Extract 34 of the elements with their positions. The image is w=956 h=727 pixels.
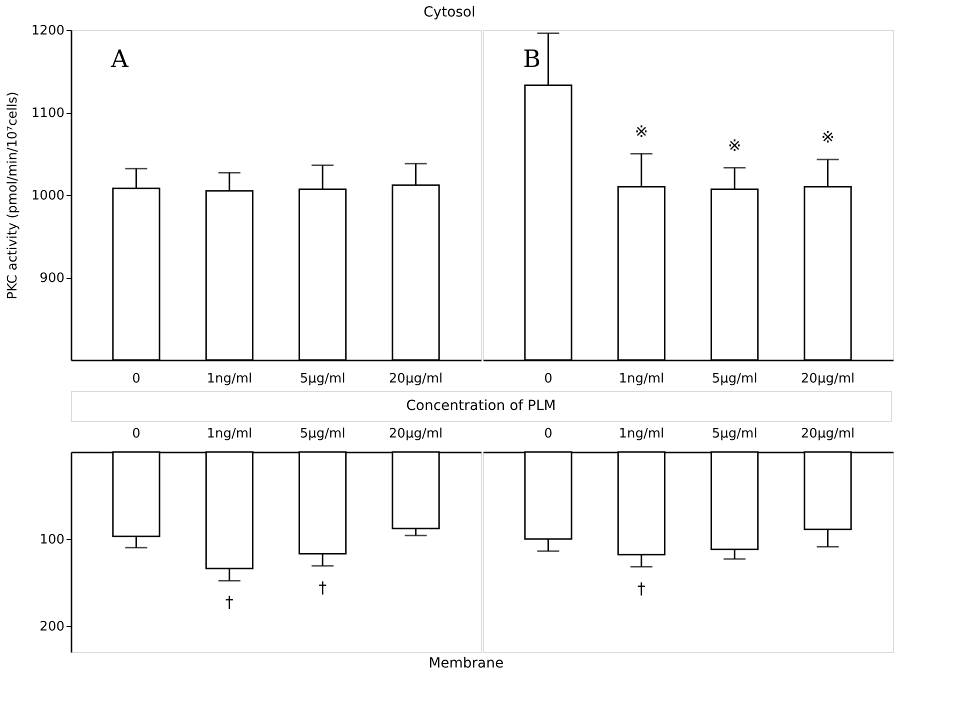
y-tick-label: 1000 bbox=[31, 188, 64, 204]
x-tick-label: 1ng/ml bbox=[618, 426, 664, 442]
chart-title: Cytosol bbox=[424, 4, 476, 20]
x-tick-label: 5μg/ml bbox=[712, 426, 758, 442]
y-tick-label: 1200 bbox=[31, 24, 64, 38]
y-tick-label: 200 bbox=[40, 619, 64, 634]
x-tick-label: 0 bbox=[132, 372, 140, 386]
x-tick-label: 20μg/ml bbox=[800, 372, 855, 386]
annotation: † bbox=[318, 578, 327, 597]
annotation: A bbox=[110, 45, 129, 73]
x-tick-label: 0 bbox=[544, 372, 552, 386]
x-tick-label: 20μg/ml bbox=[388, 372, 443, 386]
annotation: ※ bbox=[821, 128, 834, 147]
annotation: ※ bbox=[634, 122, 648, 141]
annotation: B bbox=[523, 45, 541, 73]
x-tick-label: 20μg/ml bbox=[800, 426, 855, 442]
y-axis-title: PKC activity (pmol/min/10⁷cells) bbox=[5, 92, 20, 300]
x-tick-label: 5μg/ml bbox=[300, 372, 346, 386]
x-tick-label: 1ng/ml bbox=[206, 372, 252, 386]
x-tick-label: 5μg/ml bbox=[712, 372, 758, 386]
annotation: † bbox=[225, 592, 234, 612]
x-tick-label: 0 bbox=[544, 426, 552, 442]
y-tick-label: 900 bbox=[40, 271, 64, 286]
x-tick-label: 5μg/ml bbox=[300, 426, 346, 442]
x-tick-label: 20μg/ml bbox=[388, 426, 443, 442]
y-tick-label: 1100 bbox=[31, 106, 64, 121]
x-axis-title: Concentration of PLM bbox=[406, 398, 556, 414]
y-tick-label: 100 bbox=[40, 532, 64, 548]
text: Membrane bbox=[428, 656, 504, 672]
x-tick-label: 1ng/ml bbox=[206, 426, 252, 442]
x-tick-label: 1ng/ml bbox=[618, 372, 664, 386]
annotation: ※ bbox=[728, 136, 742, 155]
annotation: † bbox=[637, 578, 646, 598]
x-tick-label: 0 bbox=[132, 426, 140, 442]
